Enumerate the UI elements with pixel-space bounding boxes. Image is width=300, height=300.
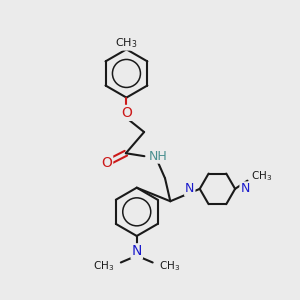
Text: CH$_3$: CH$_3$ (115, 36, 138, 50)
Text: NH: NH (149, 150, 168, 163)
Text: N: N (240, 182, 250, 195)
Text: CH$_3$: CH$_3$ (93, 259, 114, 273)
Text: O: O (121, 106, 132, 120)
Text: CH$_3$: CH$_3$ (251, 169, 272, 183)
Text: O: O (101, 156, 112, 170)
Text: N: N (185, 182, 194, 195)
Text: N: N (132, 244, 142, 258)
Text: CH$_3$: CH$_3$ (159, 259, 181, 273)
